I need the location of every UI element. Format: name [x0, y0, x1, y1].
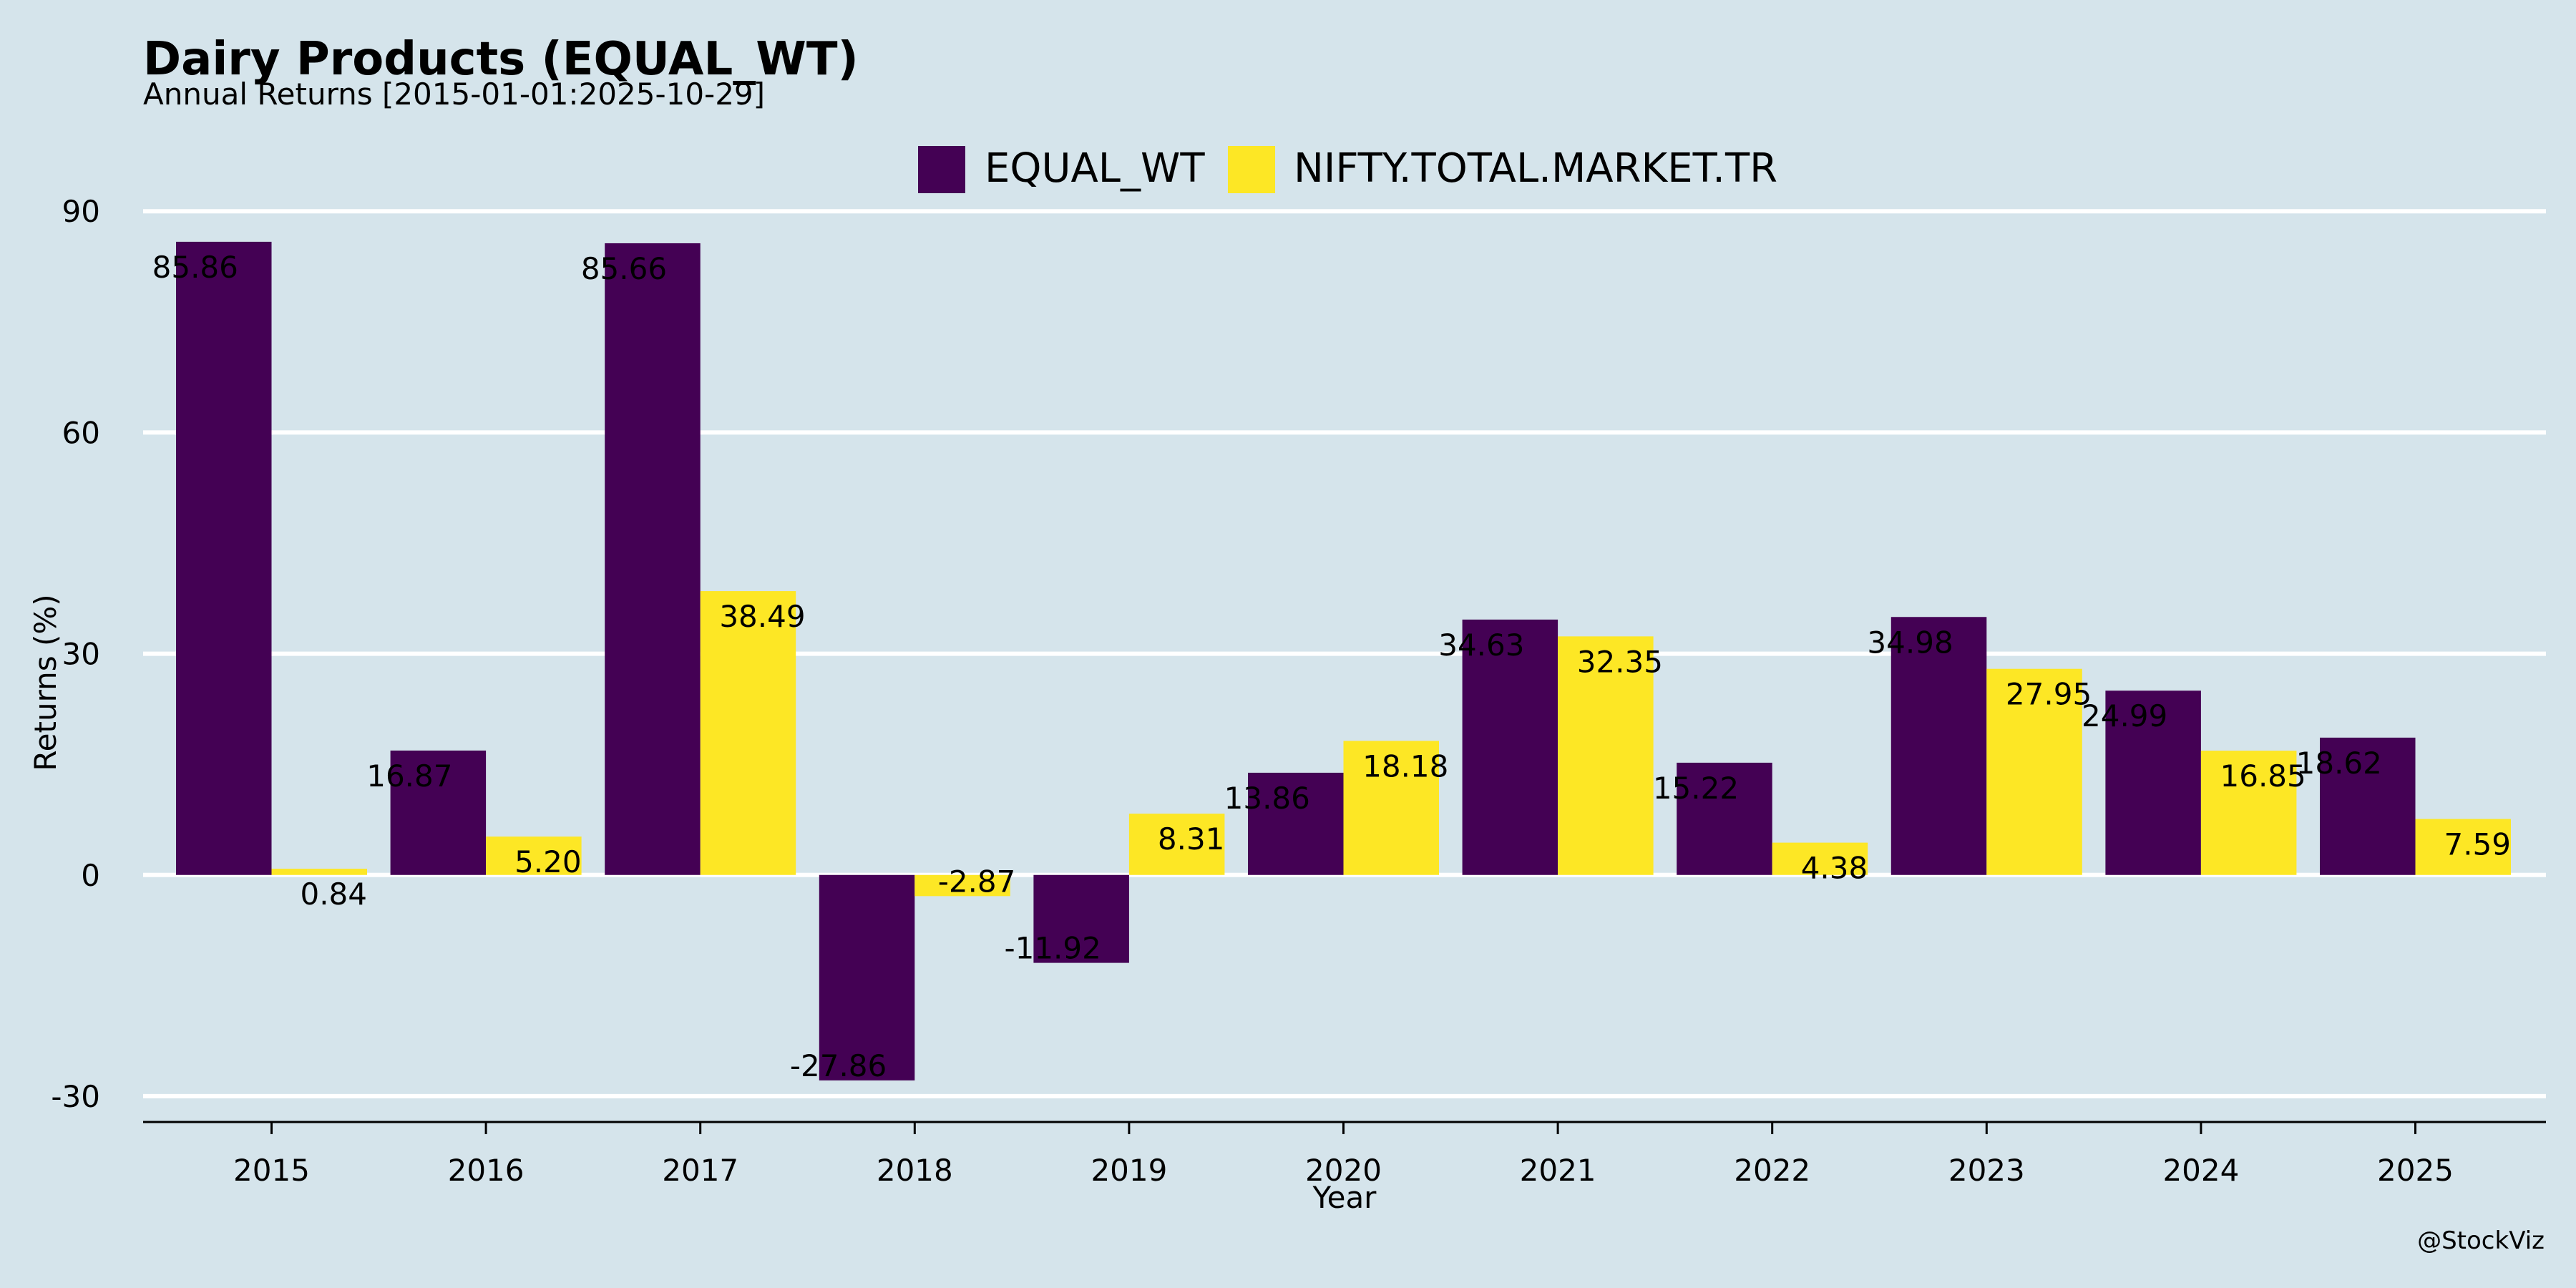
- data-label: 24.99: [2082, 698, 2167, 733]
- legend-swatch-nifty: [1228, 146, 1275, 193]
- bar-equal-wt-2024: [2105, 691, 2201, 875]
- data-label: -27.86: [790, 1048, 887, 1083]
- data-label: 27.95: [2006, 677, 2092, 712]
- bar-nifty-2018: [914, 874, 1010, 897]
- data-label: 34.98: [1867, 625, 1953, 660]
- data-label: 8.31: [1158, 821, 1225, 857]
- data-label: -11.92: [1004, 931, 1101, 966]
- data-label: 15.22: [1653, 771, 1739, 806]
- data-label: 85.66: [581, 251, 667, 286]
- legend-label-nifty: NIFTY.TOTAL.MARKET.TR: [1294, 145, 1777, 192]
- y-tick-label: 60: [62, 415, 100, 450]
- x-tick-label: 2017: [662, 1153, 738, 1188]
- data-label: 85.86: [152, 250, 238, 285]
- y-tick-label: -30: [51, 1079, 100, 1114]
- bars: [176, 241, 2511, 1080]
- y-axis-label: Returns (%): [28, 594, 63, 771]
- x-tick-label: 2020: [1305, 1153, 1382, 1188]
- x-tick-label: 2022: [1734, 1153, 1810, 1188]
- data-label: 16.85: [2220, 758, 2306, 794]
- bar-nifty-2025: [2415, 819, 2511, 875]
- x-tick-label: 2021: [1520, 1153, 1596, 1188]
- watermark: @StockViz: [2417, 1226, 2545, 1255]
- data-label: -2.87: [938, 864, 1016, 899]
- x-axis-label: Year: [1312, 1180, 1377, 1215]
- data-label: 18.62: [2296, 746, 2382, 781]
- bar-nifty-2023: [1986, 668, 2082, 875]
- legend: EQUAL_WT NIFTY.TOTAL.MARKET.TR: [918, 145, 1777, 193]
- x-tick-label: 2025: [2377, 1153, 2454, 1188]
- bar-nifty-2017: [700, 591, 796, 875]
- x-tick-label: 2016: [448, 1153, 525, 1188]
- x-tick-label: 2024: [2162, 1153, 2239, 1188]
- y-tick-label: 30: [62, 637, 100, 672]
- data-label: 0.84: [300, 877, 367, 912]
- data-label: 7.59: [2444, 827, 2511, 862]
- x-tick-label: 2018: [877, 1153, 953, 1188]
- chart-subtitle: Annual Returns [2015-01-01:2025-10-29]: [143, 77, 765, 112]
- bar-equal-wt-2019: [1033, 874, 1129, 963]
- bar-equal-wt-2021: [1462, 619, 1558, 875]
- data-label: 16.87: [366, 758, 452, 794]
- y-tick-label: 0: [81, 858, 100, 893]
- bar-equal-wt-2015: [176, 241, 272, 875]
- bar-equal-wt-2020: [1248, 772, 1344, 875]
- bar-equal-wt-2025: [2320, 737, 2416, 875]
- legend-label-equal-wt: EQUAL_WT: [985, 145, 1205, 192]
- bar-nifty-2019: [1128, 814, 1225, 875]
- bar-equal-wt-2018: [819, 874, 915, 1080]
- bar-equal-wt-2016: [390, 750, 487, 875]
- bar-equal-wt-2023: [1890, 617, 1987, 875]
- bar-nifty-2015: [271, 869, 367, 875]
- y-tick-labels: -30 0 30 60 90: [51, 194, 100, 1114]
- bar-nifty-2021: [1558, 636, 1654, 875]
- bar-nifty-2016: [486, 836, 582, 875]
- data-label: 32.35: [1577, 644, 1663, 679]
- data-label: 4.38: [1801, 851, 1868, 886]
- x-ticks: 2015 2016 2017 2018 2019 2020 2021 2022 2023 2024…: [233, 1122, 2454, 1188]
- data-label: 13.86: [1224, 781, 1310, 816]
- bar-equal-wt-2017: [605, 243, 701, 875]
- bar-equal-wt-2022: [1677, 762, 1772, 875]
- data-label: 38.49: [719, 599, 805, 634]
- bar-nifty-2020: [1343, 741, 1439, 875]
- legend-swatch-equal-wt: [918, 146, 965, 193]
- y-tick-label: 90: [62, 194, 100, 229]
- data-label: 34.63: [1438, 628, 1524, 663]
- data-labels: 85.86 0.84 16.87 5.20 85.66 38.49 -27.86 -2.87 -…: [152, 250, 2511, 1083]
- x-tick-label: 2015: [233, 1153, 310, 1188]
- chart-title: Dairy Products (EQUAL_WT): [143, 33, 859, 86]
- data-label: 5.20: [514, 844, 582, 879]
- data-label: 18.18: [1362, 748, 1448, 784]
- bar-nifty-2024: [2200, 751, 2297, 875]
- x-tick-label: 2019: [1091, 1153, 1167, 1188]
- x-tick-label: 2023: [1948, 1153, 2025, 1188]
- bar-nifty-2022: [1772, 842, 1868, 875]
